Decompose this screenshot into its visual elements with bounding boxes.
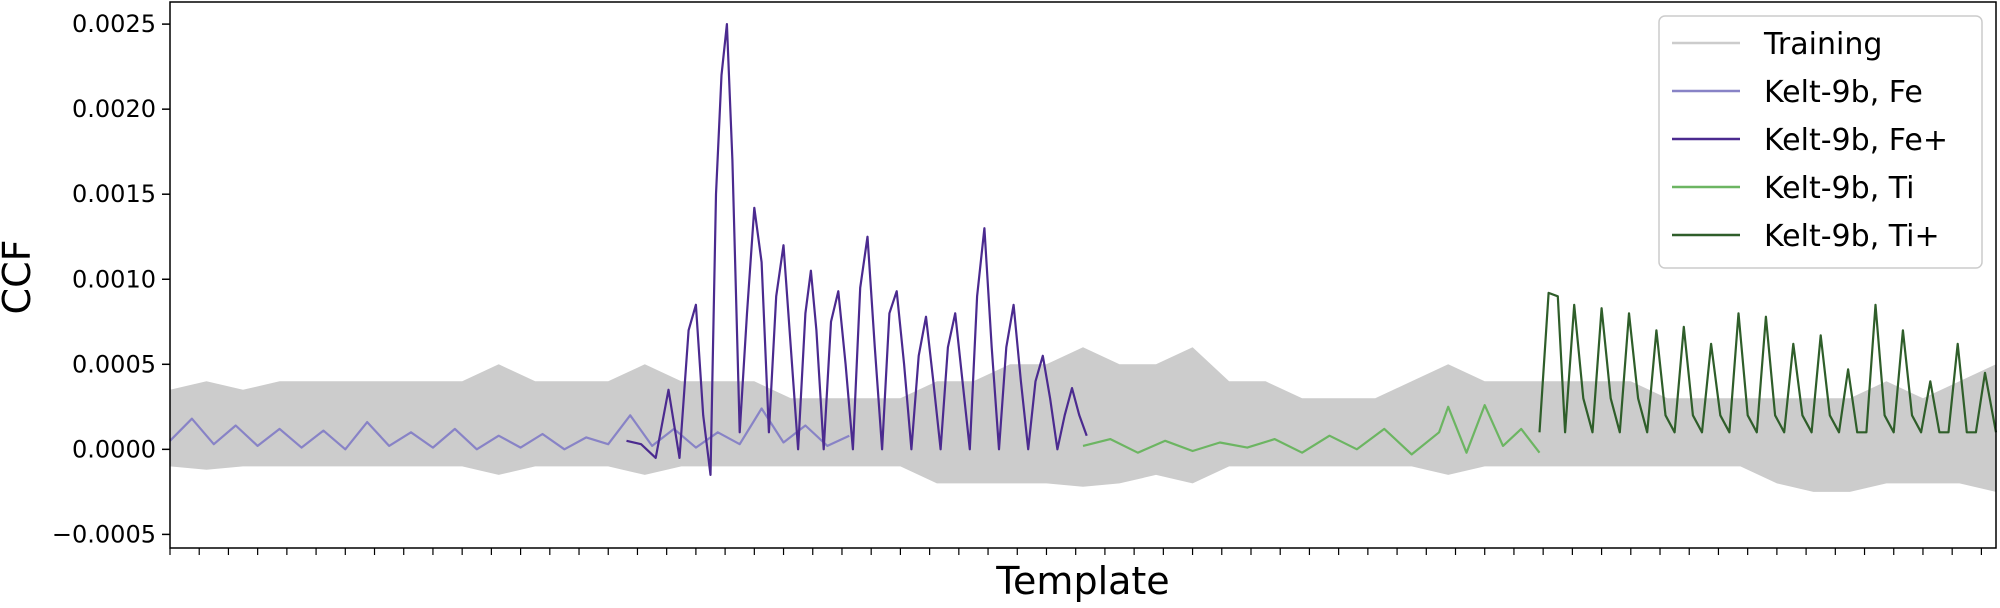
plot-frame	[169, 1, 1997, 549]
training-band-layer	[170, 347, 1996, 492]
legend-label-kelt9b-ti: Kelt-9b, Ti	[1764, 171, 1915, 206]
legend-label-training: Training	[1763, 27, 1882, 62]
y-tick-label: −0.0005	[52, 520, 156, 548]
series-kelt-9b-fe-plus-line	[626, 23, 1088, 476]
y-tick-label: 0.0005	[72, 350, 156, 378]
y-tick-label: 0.0025	[72, 10, 156, 38]
y-axis: −0.0005 0.0000 0.0005 0.0010 0.0015 0.0020 0.0…	[52, 10, 170, 548]
series-layer	[169, 23, 1998, 476]
series-kelt-9b-ti-line	[1082, 404, 1541, 456]
x-axis-label: Template	[995, 559, 1169, 603]
series-kelt-9b-fe-line	[169, 407, 850, 451]
y-tick-label: 0.0000	[72, 435, 156, 463]
legend-box	[1658, 15, 1983, 269]
series-kelt-9b-ti-plus-line	[1538, 291, 1998, 434]
y-axis-label: CCF	[0, 240, 39, 315]
legend: Training Kelt-9b, Fe Kelt-9b, Fe+ Kelt-9…	[1658, 15, 1983, 269]
legend-label-kelt9b-fe-plus: Kelt-9b, Fe+	[1764, 123, 1948, 158]
y-tick-label: 0.0010	[72, 265, 156, 293]
series-training-band	[170, 347, 1996, 492]
legend-label-kelt9b-ti-plus: Kelt-9b, Ti+	[1764, 219, 1940, 254]
y-tick-label: 0.0015	[72, 180, 156, 208]
legend-label-kelt9b-fe: Kelt-9b, Fe	[1764, 75, 1923, 110]
x-axis	[169, 548, 1982, 555]
y-tick-label: 0.0020	[72, 95, 156, 123]
